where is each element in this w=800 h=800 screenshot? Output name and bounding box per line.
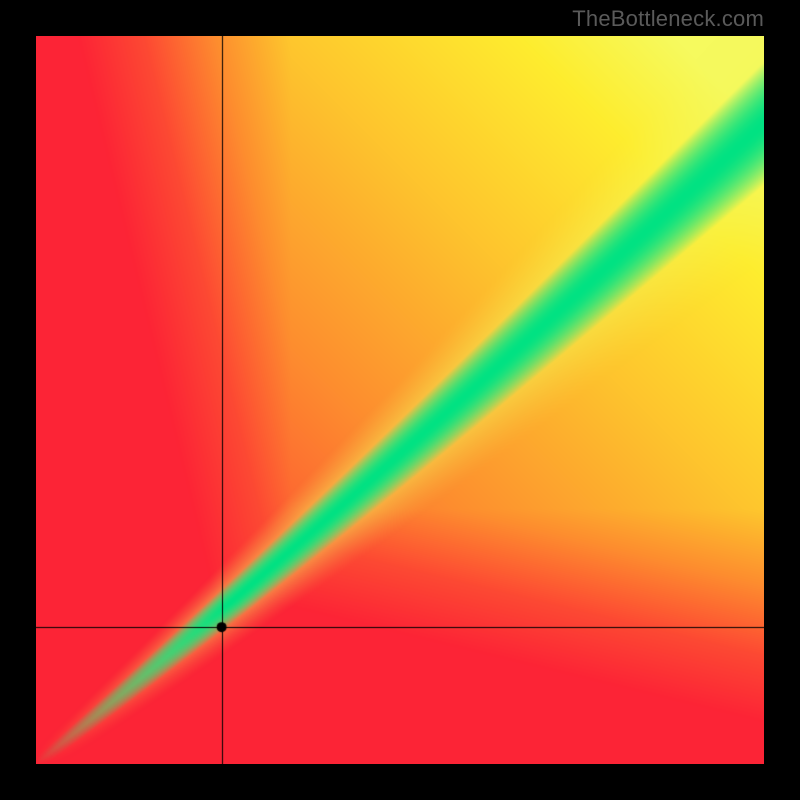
plot-frame	[36, 36, 764, 764]
watermark-text: TheBottleneck.com	[572, 6, 764, 32]
page-root: TheBottleneck.com	[0, 0, 800, 800]
heatmap-canvas	[36, 36, 764, 764]
